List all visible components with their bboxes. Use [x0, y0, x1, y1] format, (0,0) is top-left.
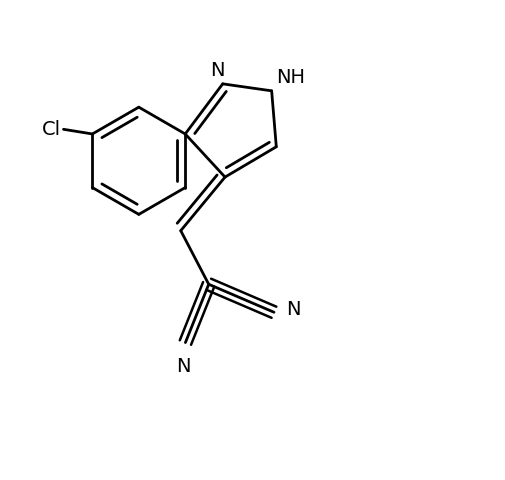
Text: N: N: [285, 300, 299, 319]
Text: Cl: Cl: [42, 120, 61, 139]
Text: NH: NH: [276, 68, 305, 87]
Text: N: N: [210, 61, 224, 80]
Text: N: N: [175, 357, 190, 375]
